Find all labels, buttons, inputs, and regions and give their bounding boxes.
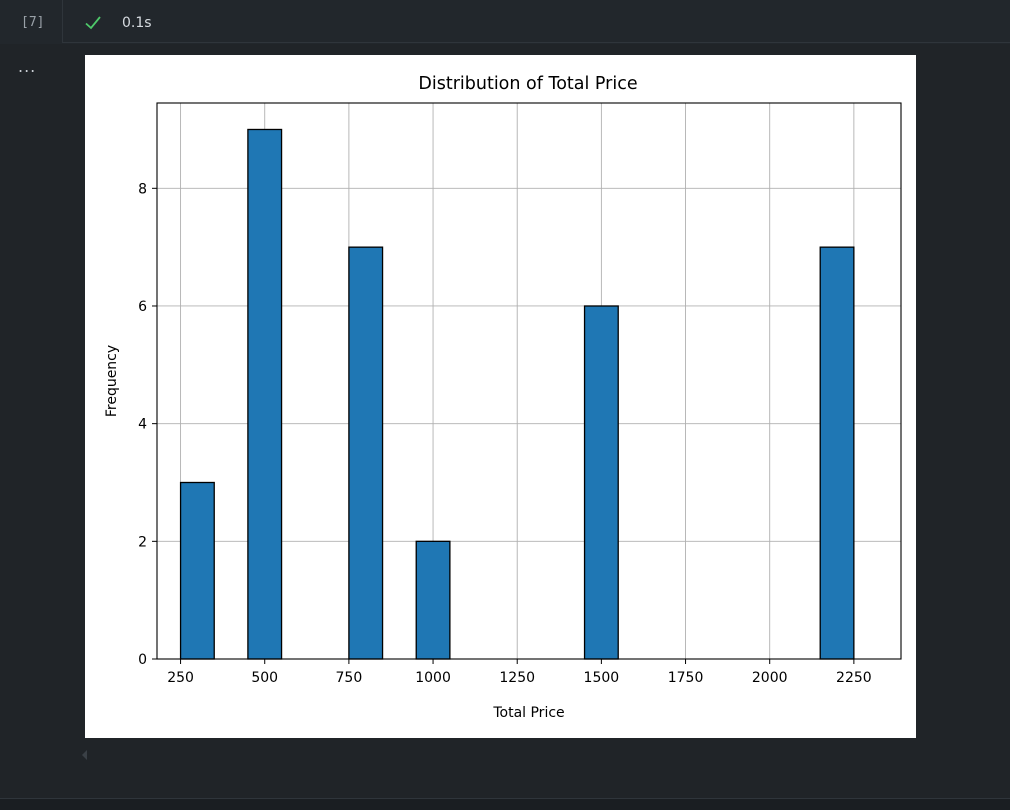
x-tick-label: 500 [251,670,278,686]
y-tick-label: 6 [138,299,147,315]
y-tick-label: 4 [138,417,147,433]
check-icon [85,16,101,30]
histogram-bar [179,481,215,660]
x-tick-label: 1250 [499,670,535,686]
execution-time: 0.1s [122,15,152,31]
x-axis-label: Total Price [492,705,564,721]
chart-figure: Distribution of Total Price 250 500 750 100… [85,55,916,738]
x-tick-label: 250 [167,670,194,686]
y-axis-label: Frequency [104,345,120,417]
histogram-bar [819,246,855,660]
y-tick-label: 8 [138,181,147,197]
cell-input-border [62,0,1010,43]
x-tick-label: 1750 [668,670,704,686]
y-tick-label: 0 [138,652,147,668]
x-tick-label: 2250 [836,670,872,686]
x-tick-label: 2000 [752,670,788,686]
y-tick-label: 2 [138,534,147,550]
x-tick-label: 750 [336,670,363,686]
execution-count: [7] [21,15,45,30]
panel-bottom-edge [0,798,1010,810]
histogram-bar [415,540,451,660]
output-menu-button[interactable]: ... [18,57,37,76]
x-tick-label: 1000 [415,670,451,686]
chart-title: Distribution of Total Price [418,74,637,94]
histogram-chart: Distribution of Total Price 250 500 750 100… [104,74,902,721]
scroll-left-indicator [82,750,87,760]
histogram-bar [348,246,384,660]
cell-header: [7] 0.1s [0,0,1010,44]
plot-area-frame [156,102,902,660]
x-tick-label: 1500 [584,670,620,686]
histogram-bar [247,128,283,660]
histogram-bar [583,305,619,660]
